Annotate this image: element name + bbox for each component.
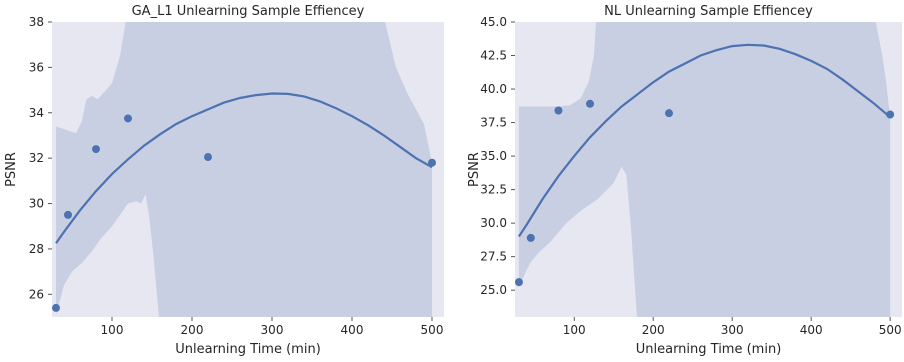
confidence-band-area — [56, 22, 432, 317]
chart-panel-left: 100 200 300 400 500 26 28 30 32 34 36 38 GA_L1 Unlea… — [4, 4, 444, 357]
x-tick-label: 300 — [261, 323, 284, 337]
data-point — [526, 233, 535, 242]
chart-title: GA_L1 Unlearning Sample Effiencey — [132, 4, 365, 19]
x-tick-label: 400 — [800, 323, 823, 337]
x-tick-label: 100 — [563, 323, 586, 337]
x-tick-label: 100 — [101, 323, 124, 337]
y-tick-label: 27.5 — [480, 250, 507, 264]
y-tick-label: 40.0 — [480, 82, 507, 96]
y-tick-label: 45.0 — [480, 15, 507, 29]
y-tick-label: 32.5 — [480, 183, 507, 197]
data-point — [514, 278, 523, 287]
y-tick-label: 25.0 — [480, 283, 507, 297]
y-tick-label: 42.5 — [480, 49, 507, 63]
data-point — [886, 110, 895, 119]
data-point — [665, 109, 674, 118]
y-tick-label: 35.0 — [480, 149, 507, 163]
y-tick-label: 28 — [29, 242, 44, 256]
y-tick-label: 30 — [29, 197, 44, 211]
data-point — [124, 114, 132, 123]
y-tick-label: 37.5 — [480, 116, 507, 130]
data-point — [64, 210, 72, 219]
regression-line — [55, 92, 433, 244]
data-point — [204, 153, 212, 162]
chart-title: NL Unlearning Sample Effiencey — [604, 4, 813, 19]
x-tick-label: 200 — [642, 323, 665, 337]
y-axis-label: PSNR — [467, 152, 482, 187]
chart-panel-right: 100 200 300 400 500 25.0 27.5 30.0 32.5 35.0 37.5 4… — [467, 4, 902, 357]
data-point — [52, 303, 60, 312]
x-tick-label: 200 — [181, 323, 204, 337]
confidence-band-area — [518, 22, 891, 317]
y-tick-label: 32 — [29, 151, 44, 165]
x-tick-label: 500 — [421, 323, 444, 337]
y-tick-label: 34 — [29, 106, 44, 120]
data-point — [92, 145, 100, 154]
x-tick-label: 300 — [721, 323, 744, 337]
y-tick-label: 30.0 — [480, 216, 507, 230]
x-axis-label: Unlearning Time (min) — [636, 342, 782, 357]
y-tick-label: 26 — [29, 287, 44, 301]
y-axis-label: PSNR — [4, 152, 19, 187]
x-tick-label: 500 — [879, 323, 902, 337]
data-point — [554, 106, 563, 115]
confidence-band — [56, 22, 432, 317]
x-tick-label: 400 — [341, 323, 364, 337]
y-tick-label: 36 — [29, 60, 44, 74]
y-tick-label: 38 — [29, 15, 44, 29]
data-point — [586, 99, 595, 108]
x-axis-label: Unlearning Time (min) — [175, 342, 321, 357]
data-point — [428, 158, 436, 167]
confidence-band — [518, 22, 891, 317]
regression-line — [517, 43, 891, 238]
